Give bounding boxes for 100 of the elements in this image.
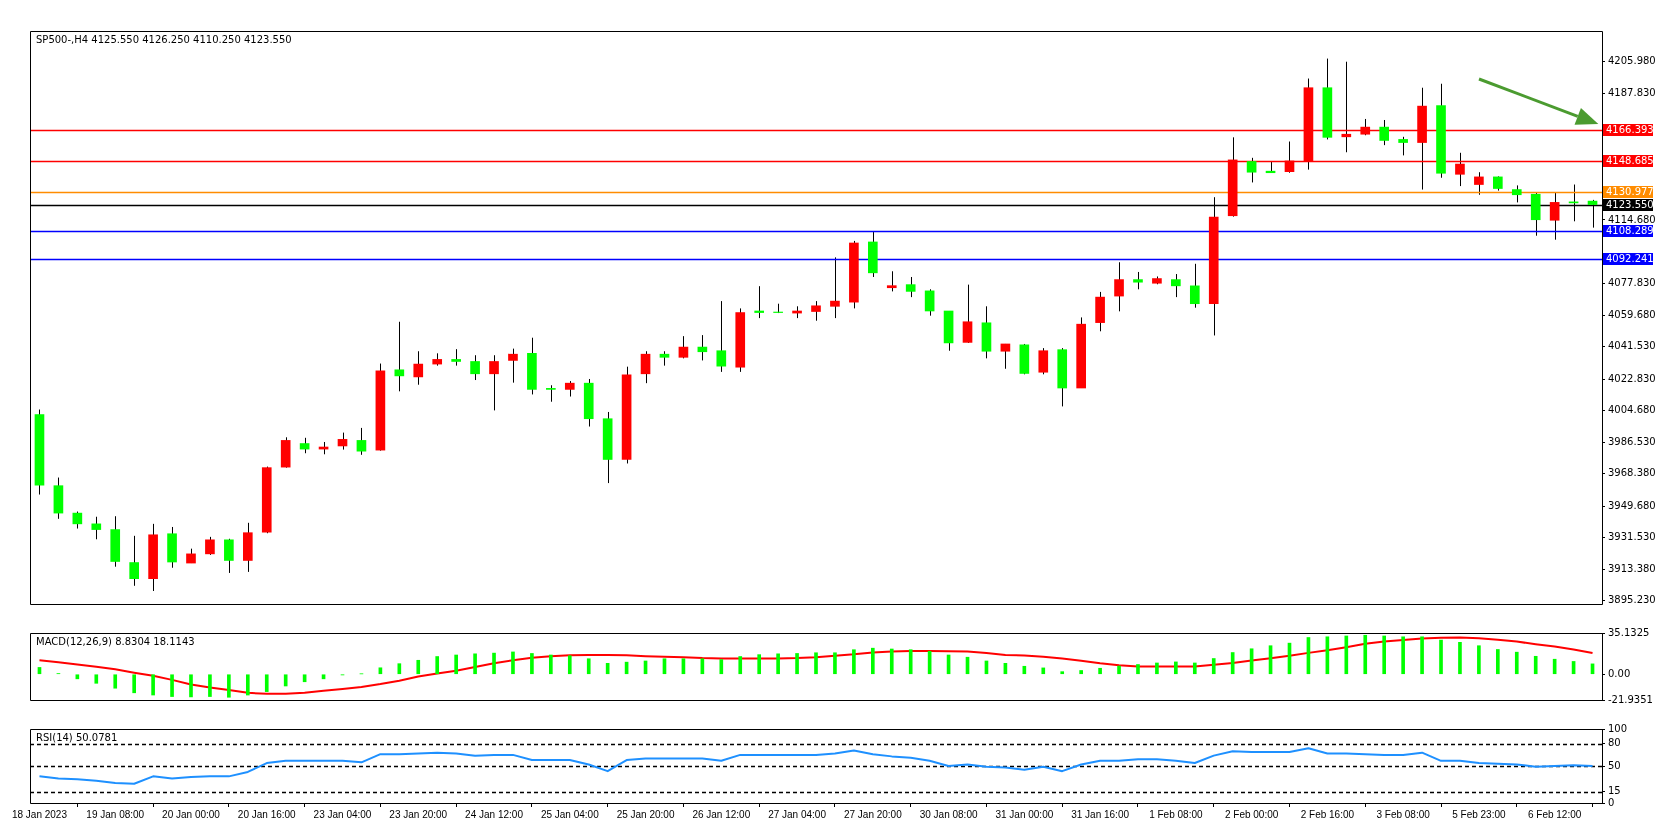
candlestick xyxy=(1246,157,1257,183)
bar xyxy=(719,659,724,675)
bar xyxy=(814,652,818,675)
bar xyxy=(283,674,288,687)
bar xyxy=(1514,651,1519,675)
ref-line-label: 4123.550 xyxy=(1606,198,1654,210)
x-tick-label: 3 Feb 08:00 xyxy=(1376,808,1431,820)
bar xyxy=(833,652,837,675)
y-tick-label: 100 xyxy=(1608,722,1628,734)
bar xyxy=(908,649,913,675)
bar xyxy=(511,651,515,675)
bar xyxy=(1192,662,1197,675)
candlestick xyxy=(489,354,499,411)
y-tick-label: 4004.680 xyxy=(1608,404,1655,416)
bar xyxy=(776,653,780,675)
candlestick xyxy=(508,348,518,384)
x-tick-label: 18 Jan 2023 xyxy=(11,808,68,820)
candlestick xyxy=(1000,343,1011,370)
candlestick xyxy=(754,285,765,319)
x-tick-label: 23 Jan 20:00 xyxy=(389,808,448,820)
y-tick-label: 3949.680 xyxy=(1608,499,1655,511)
x-tick-label: 2 Feb 00:00 xyxy=(1224,808,1279,820)
bar xyxy=(870,647,875,675)
candlestick xyxy=(1171,273,1181,298)
x-tick-label: 27 Jan 20:00 xyxy=(843,808,903,820)
bar xyxy=(1363,634,1368,675)
bar xyxy=(1211,658,1216,675)
y-tick-label: 4059.680 xyxy=(1608,308,1655,320)
bar xyxy=(1439,639,1443,675)
y-tick-label: 3913.380 xyxy=(1608,562,1655,574)
x-tick-label: 31 Jan 00:00 xyxy=(995,808,1054,820)
x-tick-label: 19 Jan 08:00 xyxy=(86,808,145,820)
y-tick-label: 35.1325 xyxy=(1608,626,1650,638)
bar xyxy=(852,649,856,675)
candlestick xyxy=(716,300,727,373)
ref-line-label: 4108.289 xyxy=(1606,224,1654,236)
y-tick-label: 3986.530 xyxy=(1608,435,1655,447)
bar xyxy=(170,674,174,697)
y-tick-label: 3968.380 xyxy=(1608,467,1655,479)
y-tick-label: 4041.530 xyxy=(1608,340,1655,352)
candlestick xyxy=(1189,263,1200,309)
chart-title: SP500-,H4 4125.550 4126.250 4110.250 4123.550 xyxy=(36,33,292,45)
x-tick-label: 27 Jan 04:00 xyxy=(768,808,827,820)
y-tick-label: 15 xyxy=(1608,785,1621,797)
bar xyxy=(1136,664,1140,675)
x-tick-label: 6 Feb 12:00 xyxy=(1527,808,1582,820)
bar xyxy=(189,674,193,698)
candlestick xyxy=(470,354,480,381)
bar xyxy=(132,674,136,694)
bar xyxy=(245,674,250,696)
y-tick-label: 3895.230 xyxy=(1608,594,1655,606)
bar xyxy=(1420,636,1424,675)
x-tick-label: 23 Jan 04:00 xyxy=(313,808,372,820)
ref-line-label: 4130.977 xyxy=(1606,185,1654,197)
y-tick-label: 3931.530 xyxy=(1608,531,1655,543)
x-tick-label: 20 Jan 16:00 xyxy=(237,808,297,820)
ref-line-label: 4166.393 xyxy=(1606,123,1654,135)
bar xyxy=(1060,671,1065,675)
bar xyxy=(1344,635,1349,675)
bar xyxy=(1079,670,1083,675)
candlestick xyxy=(224,538,234,574)
bar xyxy=(208,674,212,697)
candlestick xyxy=(413,350,424,386)
bar xyxy=(889,648,894,675)
x-tick-label: 1 Feb 08:00 xyxy=(1149,808,1203,820)
bar xyxy=(795,653,799,675)
candlestick xyxy=(962,284,973,344)
candlestick xyxy=(129,535,139,587)
bar xyxy=(454,654,458,675)
ref-line-label: 4148.685 xyxy=(1606,154,1654,166)
bar xyxy=(227,674,231,698)
chart-title: RSI(14) 50.0781 xyxy=(36,731,118,743)
y-tick-label: -21.9351 xyxy=(1608,693,1653,705)
candlestick xyxy=(640,350,651,384)
y-tick-label: 4022.830 xyxy=(1608,372,1655,384)
bar xyxy=(397,663,402,675)
candlestick xyxy=(1114,261,1124,312)
bar xyxy=(1174,661,1178,675)
bar xyxy=(1117,665,1121,675)
bar xyxy=(1477,645,1481,675)
bar xyxy=(435,656,440,675)
bar xyxy=(1230,652,1235,675)
x-tick-label: 26 Jan 12:00 xyxy=(692,808,751,820)
y-tick-label: 50 xyxy=(1608,759,1621,771)
bar xyxy=(1155,662,1159,675)
candlestick xyxy=(1038,347,1049,375)
x-tick-label: 2 Feb 16:00 xyxy=(1300,808,1355,820)
bar xyxy=(549,654,553,675)
bar xyxy=(492,652,496,675)
y-tick-label: 4077.830 xyxy=(1608,277,1655,289)
bar xyxy=(94,674,99,684)
bar xyxy=(113,674,118,689)
chart-title: MACD(12,26,9) 8.8304 18.1143 xyxy=(36,635,195,647)
y-tick-label: 4187.830 xyxy=(1608,86,1655,98)
y-tick-label: 0.00 xyxy=(1608,667,1631,679)
candlestick xyxy=(886,270,897,292)
bar xyxy=(473,653,477,675)
x-tick-label: 25 Jan 04:00 xyxy=(540,808,600,820)
x-tick-label: 5 Feb 23:00 xyxy=(1452,808,1507,820)
candlestick xyxy=(811,300,821,322)
